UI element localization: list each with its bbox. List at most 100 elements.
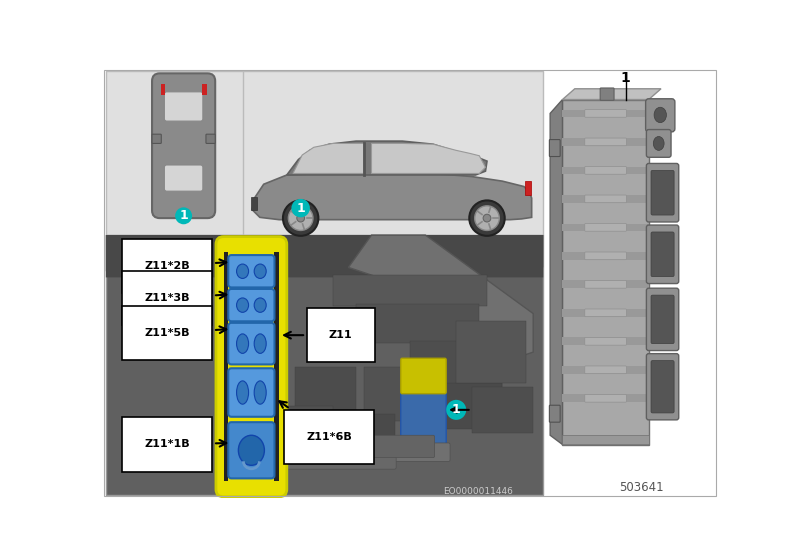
Bar: [562, 110, 649, 117]
Polygon shape: [106, 235, 543, 277]
FancyBboxPatch shape: [401, 389, 446, 454]
Text: Z11*6B: Z11*6B: [279, 402, 352, 442]
FancyBboxPatch shape: [651, 232, 674, 277]
FancyBboxPatch shape: [206, 134, 215, 143]
Bar: [106, 71, 543, 235]
FancyBboxPatch shape: [152, 73, 215, 218]
Polygon shape: [349, 235, 534, 360]
FancyBboxPatch shape: [585, 166, 626, 174]
Bar: [364, 367, 426, 421]
Text: Z11: Z11: [284, 330, 353, 340]
Polygon shape: [371, 143, 486, 174]
FancyBboxPatch shape: [550, 139, 560, 156]
FancyBboxPatch shape: [585, 394, 626, 402]
Bar: [356, 304, 479, 343]
FancyBboxPatch shape: [600, 88, 614, 100]
Bar: [525, 181, 531, 195]
FancyBboxPatch shape: [585, 338, 626, 345]
Bar: [562, 281, 649, 288]
Bar: [562, 138, 649, 146]
FancyBboxPatch shape: [646, 354, 678, 420]
Bar: [106, 235, 543, 494]
Bar: [224, 252, 228, 482]
Bar: [562, 366, 649, 374]
Ellipse shape: [254, 334, 266, 353]
Circle shape: [288, 206, 313, 230]
FancyBboxPatch shape: [651, 170, 674, 215]
Circle shape: [291, 199, 310, 217]
Ellipse shape: [238, 435, 264, 465]
Text: 503641: 503641: [618, 481, 663, 494]
Ellipse shape: [654, 137, 664, 150]
Bar: [274, 252, 279, 482]
FancyBboxPatch shape: [216, 236, 287, 497]
FancyBboxPatch shape: [651, 295, 674, 344]
Circle shape: [175, 207, 192, 224]
Text: 1: 1: [621, 71, 630, 85]
FancyBboxPatch shape: [651, 361, 674, 413]
FancyBboxPatch shape: [370, 435, 434, 458]
Bar: [562, 166, 649, 174]
Text: Z11*1B: Z11*1B: [145, 440, 226, 450]
FancyBboxPatch shape: [228, 422, 274, 478]
FancyBboxPatch shape: [401, 358, 446, 394]
FancyBboxPatch shape: [646, 129, 671, 157]
Bar: [562, 309, 649, 316]
FancyBboxPatch shape: [585, 195, 626, 203]
Bar: [562, 252, 649, 260]
Circle shape: [470, 200, 505, 236]
Ellipse shape: [254, 381, 266, 404]
Text: 1: 1: [296, 202, 305, 214]
Circle shape: [483, 214, 491, 222]
Text: 1: 1: [452, 403, 461, 416]
Polygon shape: [550, 100, 562, 445]
Bar: [202, 84, 206, 95]
FancyBboxPatch shape: [646, 164, 678, 222]
FancyBboxPatch shape: [585, 309, 626, 316]
Bar: [562, 195, 649, 203]
Ellipse shape: [654, 107, 666, 123]
Bar: [426, 383, 502, 429]
Bar: [333, 414, 394, 445]
Text: Z11*2B: Z11*2B: [145, 259, 226, 271]
Text: 1: 1: [179, 209, 188, 222]
Polygon shape: [562, 435, 649, 445]
FancyBboxPatch shape: [106, 235, 543, 277]
Bar: [456, 321, 526, 383]
Ellipse shape: [237, 264, 249, 278]
Polygon shape: [562, 88, 661, 100]
FancyBboxPatch shape: [585, 223, 626, 231]
FancyBboxPatch shape: [239, 455, 396, 469]
FancyBboxPatch shape: [152, 134, 162, 143]
Circle shape: [297, 214, 305, 222]
Bar: [294, 367, 356, 414]
Circle shape: [283, 200, 318, 236]
FancyBboxPatch shape: [585, 110, 626, 117]
FancyBboxPatch shape: [164, 165, 203, 191]
Ellipse shape: [237, 298, 249, 312]
FancyBboxPatch shape: [228, 323, 274, 365]
Polygon shape: [287, 141, 487, 175]
FancyBboxPatch shape: [228, 289, 274, 321]
Bar: [562, 338, 649, 345]
Bar: [549, 67, 718, 498]
FancyBboxPatch shape: [585, 281, 626, 288]
FancyBboxPatch shape: [646, 225, 678, 283]
FancyBboxPatch shape: [228, 255, 274, 287]
FancyBboxPatch shape: [550, 405, 560, 422]
Bar: [562, 394, 649, 402]
Bar: [161, 84, 165, 95]
FancyBboxPatch shape: [254, 443, 450, 461]
Bar: [472, 387, 534, 433]
Bar: [333, 275, 487, 306]
FancyBboxPatch shape: [585, 366, 626, 374]
Polygon shape: [252, 174, 532, 220]
Text: EO0000011446: EO0000011446: [443, 487, 513, 496]
Bar: [256, 406, 333, 445]
Ellipse shape: [254, 264, 266, 278]
Polygon shape: [293, 143, 364, 174]
Bar: [562, 223, 649, 231]
FancyBboxPatch shape: [646, 99, 675, 132]
FancyBboxPatch shape: [228, 368, 274, 417]
FancyBboxPatch shape: [646, 288, 678, 351]
